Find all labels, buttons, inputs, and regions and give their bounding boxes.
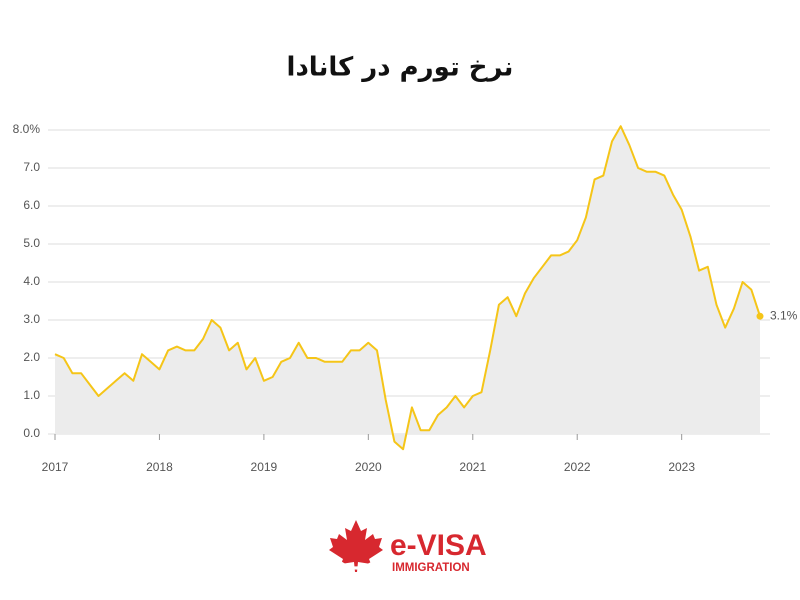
y-tick-label: 0.0 [23, 426, 40, 440]
swoosh [332, 555, 382, 570]
x-tick-label: 2019 [251, 460, 278, 474]
y-tick-label: 6.0 [23, 198, 40, 212]
y-tick-label: 8.0% [13, 122, 41, 136]
x-tick-label: 2017 [42, 460, 69, 474]
end-point [756, 312, 764, 320]
area [55, 126, 760, 450]
y-tick-label: 5.0 [23, 236, 40, 250]
logo-text: e-VISA [390, 529, 487, 562]
x-tick-label: 2021 [459, 460, 486, 474]
y-tick-label: 2.0 [23, 350, 40, 364]
x-tick-label: 2022 [564, 460, 591, 474]
y-tick-label: 4.0 [23, 274, 40, 288]
y-tick-label: 7.0 [23, 160, 40, 174]
x-tick-label: 2018 [146, 460, 173, 474]
line [54, 125, 761, 451]
plot [48, 126, 770, 450]
x-tick-label: 2023 [668, 460, 695, 474]
y-tick-label: 1.0 [23, 388, 40, 402]
value-label: 3.1% [770, 308, 798, 322]
logo-subtext: IMMIGRATION [392, 562, 470, 574]
chart-title: نرخ تورم در کانادا [287, 53, 514, 83]
maple-leaf [329, 520, 383, 572]
y-tick-label: 3.0 [23, 312, 40, 326]
x-tick-label: 2020 [355, 460, 382, 474]
logo: e-VISA IMMIGRATION [329, 520, 487, 574]
